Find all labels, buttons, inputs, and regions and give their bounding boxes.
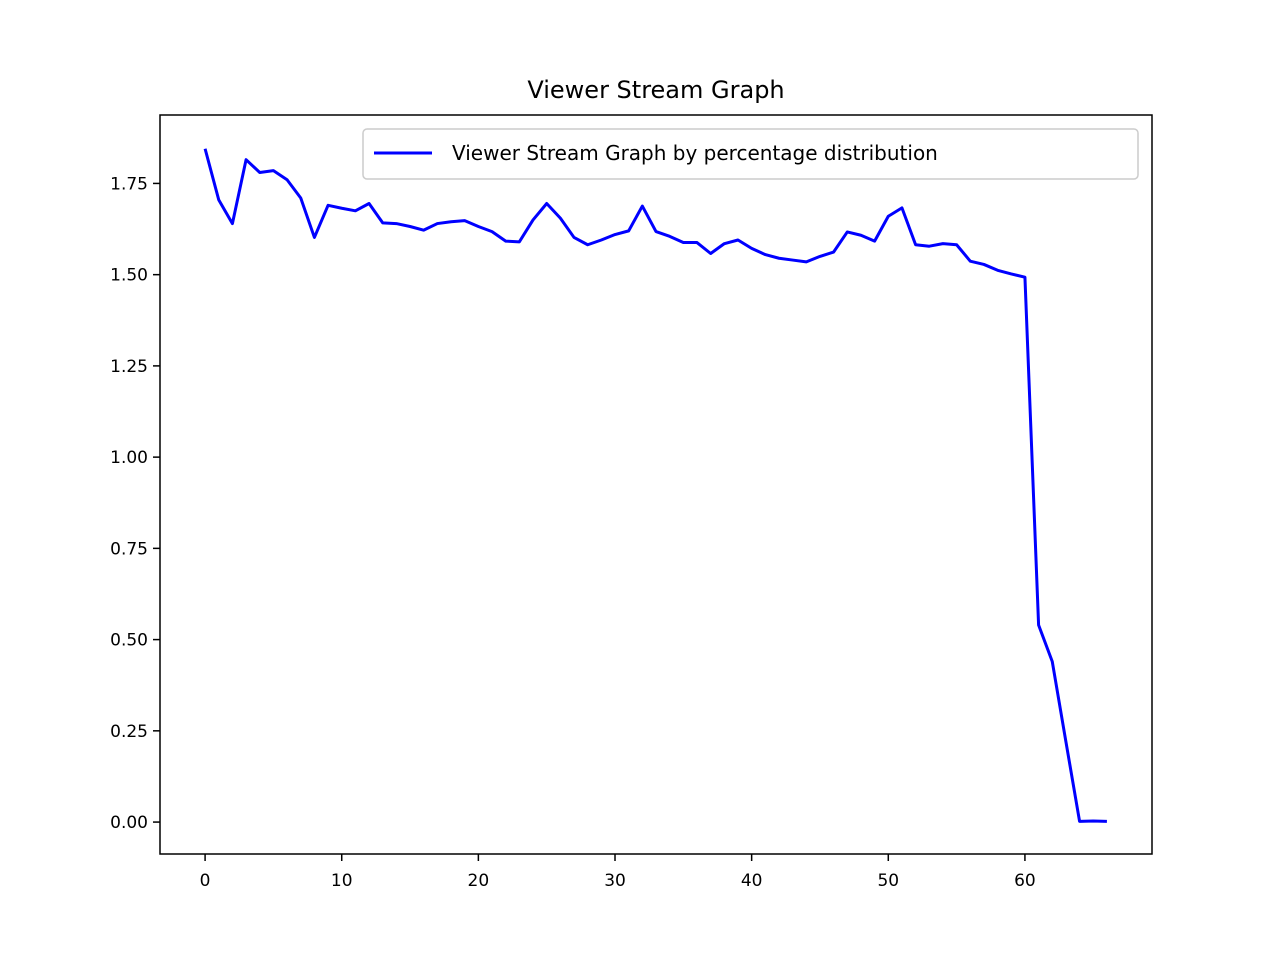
x-tick-label: 60 <box>1014 871 1036 891</box>
y-tick-label: 0.50 <box>110 631 148 651</box>
legend-label: Viewer Stream Graph by percentage distri… <box>452 141 938 165</box>
x-tick-label: 20 <box>468 871 490 891</box>
x-tick-label: 10 <box>331 871 353 891</box>
x-axis: 0 10 20 30 40 50 60 <box>200 854 1036 891</box>
series-layer <box>203 148 1107 823</box>
y-tick-label: 1.25 <box>110 357 148 377</box>
x-tick-label: 30 <box>604 871 626 891</box>
y-tick-label: 0.25 <box>110 722 148 742</box>
y-axis: 0.00 0.25 0.50 0.75 1.00 1.25 1.50 1.75 <box>110 174 160 833</box>
chart-title: Viewer Stream Graph <box>527 76 784 104</box>
y-tick-label: 1.00 <box>110 448 148 468</box>
x-tick-label: 40 <box>741 871 763 891</box>
plot-area-frame <box>159 114 1153 855</box>
legend: Viewer Stream Graph by percentage distri… <box>362 128 1139 180</box>
y-tick-label: 1.50 <box>110 266 148 286</box>
x-tick-label: 0 <box>200 871 211 891</box>
y-tick-label: 1.75 <box>110 174 148 194</box>
x-tick-label: 50 <box>877 871 899 891</box>
series-line-0 <box>203 148 1107 823</box>
y-tick-label: 0.75 <box>110 539 148 559</box>
legend-box <box>362 128 1139 180</box>
y-tick-label: 0.00 <box>110 813 148 833</box>
